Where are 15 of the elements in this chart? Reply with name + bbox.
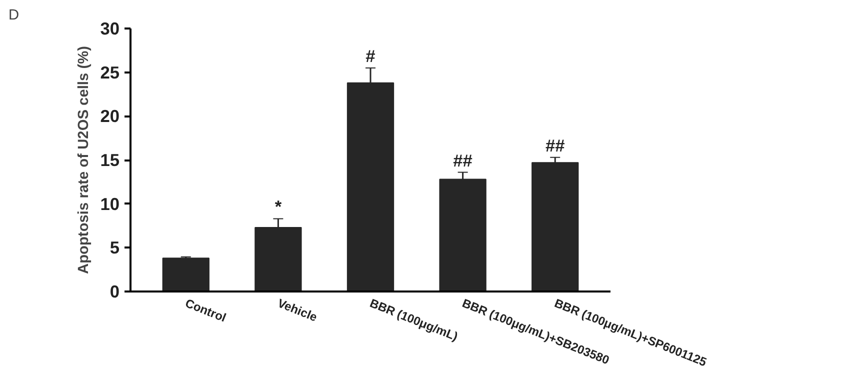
y-tick-label: 20 <box>100 106 120 126</box>
y-tick-label: 25 <box>100 62 120 82</box>
y-tick-label: 30 <box>100 18 120 38</box>
y-tick-label: 0 <box>110 282 120 302</box>
annotation: * <box>274 196 282 217</box>
annotation: ## <box>453 150 473 170</box>
bar <box>162 258 210 292</box>
y-axis-title: Apoptosis rate of U2OS cells (%) <box>76 46 92 274</box>
y-tick-label: 5 <box>110 238 120 258</box>
annotation: ## <box>545 135 566 156</box>
annotation: # <box>366 46 376 66</box>
bar <box>532 162 579 292</box>
y-tick-label: 10 <box>100 194 120 214</box>
text: D <box>8 8 20 24</box>
y-tick-label: 15 <box>100 150 120 170</box>
